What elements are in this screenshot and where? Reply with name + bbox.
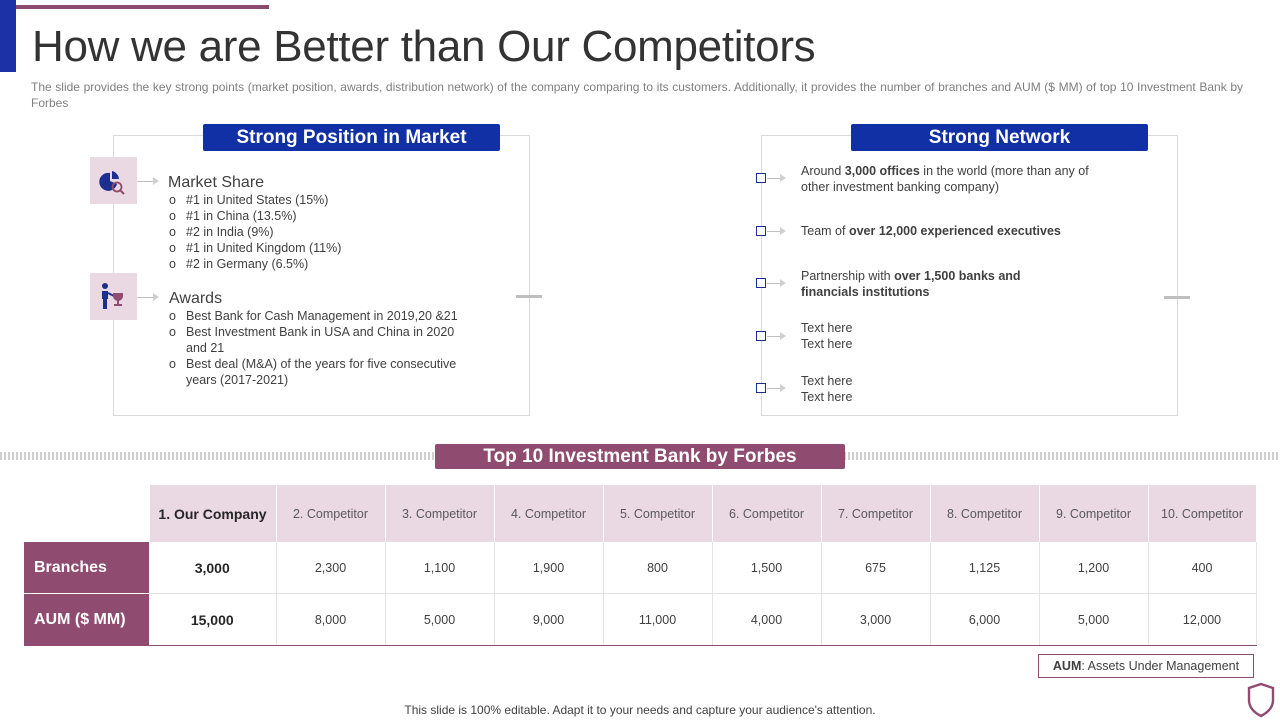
table-row: Branches 3,000 2,300 1,100 1,900 800 1,5…: [24, 542, 1257, 594]
bullet: o: [169, 257, 176, 271]
bullet: o: [169, 225, 176, 239]
market-share-item: o #2 in Germany (6.5%): [169, 257, 309, 271]
column-header: 8. Competitor: [930, 485, 1040, 542]
logo: [1246, 682, 1276, 718]
market-heading: Strong Position in Market: [203, 124, 500, 151]
accent-bar-top: [16, 5, 269, 9]
column-header: 2. Competitor: [276, 485, 386, 542]
page-title: How we are Better than Our Competitors: [32, 22, 816, 71]
table-cell: 1,125: [930, 542, 1040, 594]
shield-icon: [1247, 682, 1275, 718]
network-marker: [756, 383, 766, 393]
table-cell: 5,000: [385, 593, 495, 646]
column-header: 10. Competitor: [1148, 485, 1257, 542]
market-panel-dash: [516, 295, 542, 298]
network-arrow-head: [780, 174, 786, 182]
network-item: Partnership with over 1,500 banks and fi…: [801, 269, 1021, 299]
awards-item: o Best Bank for Cash Management in 2019,2…: [169, 309, 458, 323]
table-heading: Top 10 Investment Bank by Forbes: [435, 444, 845, 469]
network-arrow: [767, 388, 781, 389]
network-arrow-head: [780, 332, 786, 340]
aum-definition: : Assets Under Management: [1081, 659, 1240, 673]
network-marker: [756, 173, 766, 183]
awards-title: Awards: [169, 290, 223, 307]
network-marker: [756, 226, 766, 236]
table-cell: 800: [603, 542, 713, 594]
table-cell: 3,000: [149, 542, 277, 594]
table-header-row: 1. Our Company 2. Competitor 3. Competit…: [24, 485, 1257, 542]
network-heading: Strong Network: [851, 124, 1148, 151]
table-cell: 4,000: [712, 593, 822, 646]
network-arrow-head: [780, 279, 786, 287]
table-cell: 9,000: [494, 593, 604, 646]
market-share-item: o #1 in United States (15%): [169, 193, 329, 207]
market-share-item: o #2 in India (9%): [169, 225, 274, 239]
network-item: Around 3,000 offices in the world (more …: [801, 164, 1089, 194]
table-cell: 2,300: [276, 542, 386, 594]
awards-item: o Best Investment Bank in USA and China …: [169, 325, 455, 355]
table-cell: 675: [821, 542, 931, 594]
aum-legend: AUM: Assets Under Management: [1038, 654, 1254, 678]
column-header: 7. Competitor: [821, 485, 931, 542]
network-item: Text here Text here: [801, 374, 853, 404]
competitor-table: 1. Our Company 2. Competitor 3. Competit…: [24, 485, 1257, 646]
bullet: o: [169, 309, 176, 323]
table-cell: 1,100: [385, 542, 495, 594]
column-header: 4. Competitor: [494, 485, 604, 542]
column-header: 9. Competitor: [1039, 485, 1149, 542]
awards-icon-box: [90, 273, 137, 320]
row-header: AUM ($ MM): [24, 593, 149, 646]
column-header: 1. Our Company: [149, 485, 277, 542]
table-cell: 400: [1148, 542, 1257, 594]
column-header: 6. Competitor: [712, 485, 822, 542]
table-cell: 1,200: [1039, 542, 1149, 594]
network-item: Team of over 12,000 experienced executiv…: [801, 224, 1061, 238]
aum-abbr: AUM: [1052, 659, 1082, 673]
network-marker: [756, 331, 766, 341]
person-trophy-icon: [102, 283, 123, 309]
market-share-title: Market Share: [168, 174, 265, 191]
awards-item: o Best deal (M&A) of the years for five …: [169, 357, 457, 387]
row-header: Branches: [24, 542, 149, 594]
table-cell: 11,000: [603, 593, 713, 646]
table-cell: 1,500: [712, 542, 822, 594]
network-arrow: [767, 231, 781, 232]
market-share-item: o #1 in China (13.5%): [169, 209, 297, 223]
bullet: o: [169, 325, 176, 339]
bullet: o: [169, 357, 176, 371]
network-arrow-head: [780, 384, 786, 392]
network-arrow: [767, 336, 781, 337]
network-arrow-head: [780, 227, 786, 235]
bullet: o: [169, 209, 176, 223]
market-share-item: o #1 in United Kingdom (11%): [169, 241, 342, 255]
table-cell: 6,000: [930, 593, 1040, 646]
page-subtitle: The slide provides the key strong points…: [31, 80, 1243, 110]
network-arrow: [767, 283, 781, 284]
awards-arrow: [137, 297, 153, 298]
table-corner: [24, 485, 150, 542]
table-cell: 8,000: [276, 593, 386, 646]
bullet: o: [169, 241, 176, 255]
pie-search-icon: [99, 171, 125, 195]
table-cell: 15,000: [149, 593, 277, 646]
network-marker: [756, 278, 766, 288]
table-cell: 3,000: [821, 593, 931, 646]
network-panel-dash: [1164, 296, 1190, 299]
accent-bar-left: [0, 0, 16, 72]
network-arrow: [767, 178, 781, 179]
market-share-arrow: [137, 181, 153, 182]
footer-note: This slide is 100% editable. Adapt it to…: [404, 703, 876, 717]
table-cell: 1,900: [494, 542, 604, 594]
bullet: o: [169, 193, 176, 207]
table-cell: 5,000: [1039, 593, 1149, 646]
column-header: 3. Competitor: [385, 485, 495, 542]
table-cell: 12,000: [1148, 593, 1257, 646]
awards-arrow-head: [153, 293, 159, 301]
network-item: Text here Text here: [801, 321, 853, 351]
column-header: 5. Competitor: [603, 485, 713, 542]
market-share-arrow-head: [153, 177, 159, 185]
market-share-icon-box: [90, 157, 137, 204]
table-row: AUM ($ MM) 15,000 8,000 5,000 9,000 11,0…: [24, 593, 1257, 646]
